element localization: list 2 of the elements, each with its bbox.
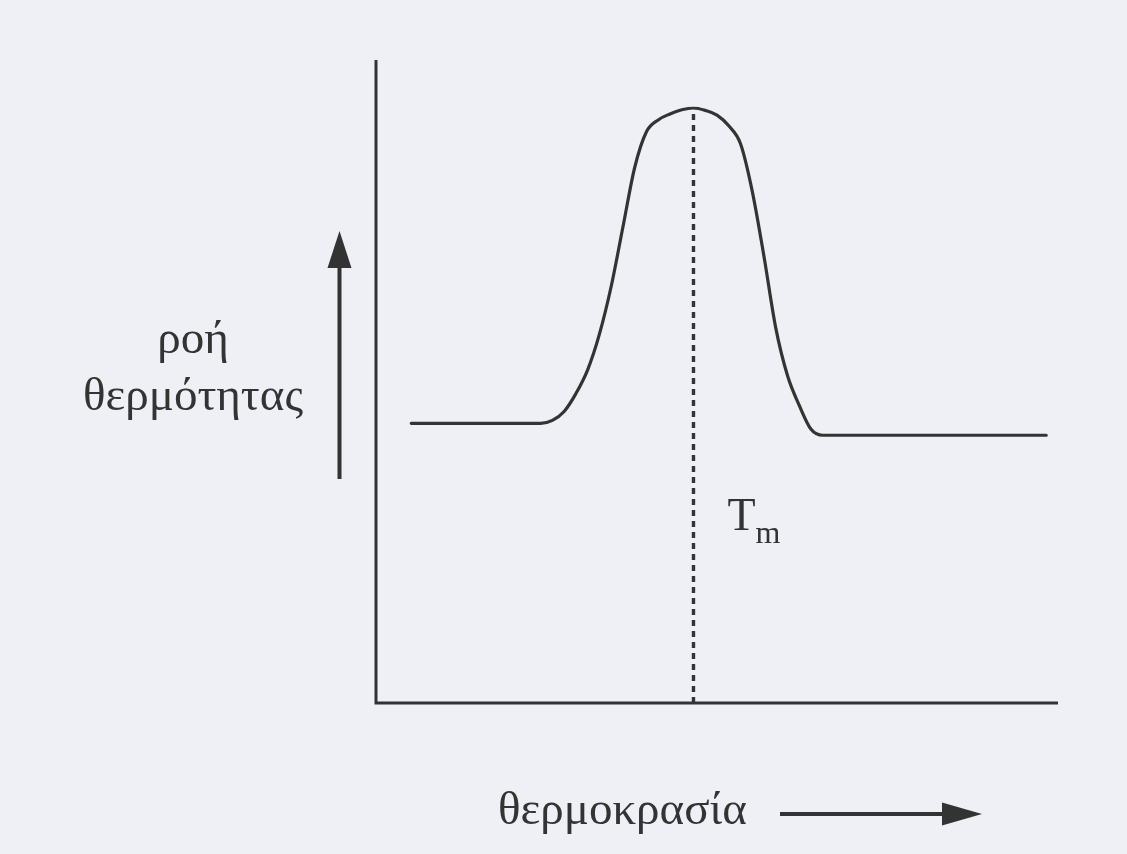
y-axis-title: ροή θερμότητας bbox=[82, 310, 304, 422]
x-axis-title: θερμοκρασία bbox=[498, 781, 747, 835]
